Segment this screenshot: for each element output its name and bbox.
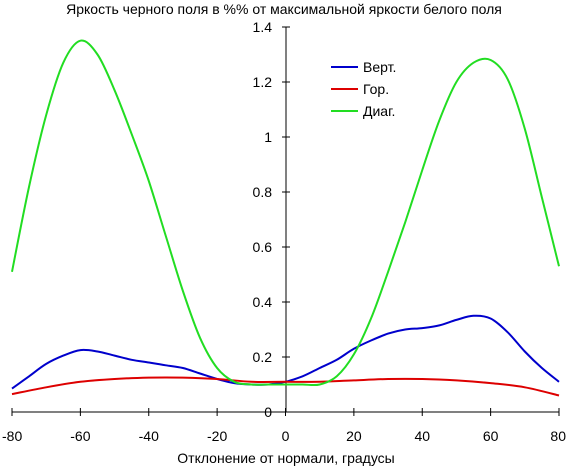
series-line-2 bbox=[11, 376, 560, 397]
chart-title: Яркость черного поля в %% от максимально… bbox=[66, 1, 502, 17]
x-tick-label: 0 bbox=[282, 428, 290, 444]
legend: Верт. Гор. Диаг. bbox=[331, 59, 396, 119]
legend-label-1: Верт. bbox=[363, 59, 396, 75]
x-tick-label: -60 bbox=[70, 428, 90, 444]
x-tick-label: 60 bbox=[483, 428, 499, 444]
series-layer bbox=[11, 39, 560, 397]
series-line-3 bbox=[11, 39, 560, 387]
axes: -80 -60 -40 -20 0 20 40 60 80 0 0.2 0.4 0.6 0.8 1 1.2 1.… bbox=[2, 19, 566, 444]
y-tick-label: 0.6 bbox=[253, 239, 273, 255]
y-tick-label: 1.4 bbox=[253, 19, 273, 35]
y-tick-label: 0.2 bbox=[253, 349, 273, 365]
legend-label-3: Диаг. bbox=[363, 103, 395, 119]
y-tick-label: 0 bbox=[264, 404, 272, 420]
x-axis-label: Отклонение от нормали, градусы bbox=[177, 450, 394, 466]
legend-label-2: Гор. bbox=[363, 81, 389, 97]
x-tick-label: -40 bbox=[139, 428, 159, 444]
y-tick-label: 0.4 bbox=[253, 294, 273, 310]
y-tick-label: 0.8 bbox=[253, 184, 273, 200]
x-tick-label: -20 bbox=[207, 428, 227, 444]
x-tick-label: 20 bbox=[346, 428, 362, 444]
x-tick-label: 80 bbox=[550, 428, 566, 444]
y-tick-label: 1 bbox=[264, 129, 272, 145]
y-tick-label: 1.2 bbox=[253, 74, 273, 90]
x-tick-label: -80 bbox=[2, 428, 22, 444]
x-tick-label: 40 bbox=[414, 428, 430, 444]
